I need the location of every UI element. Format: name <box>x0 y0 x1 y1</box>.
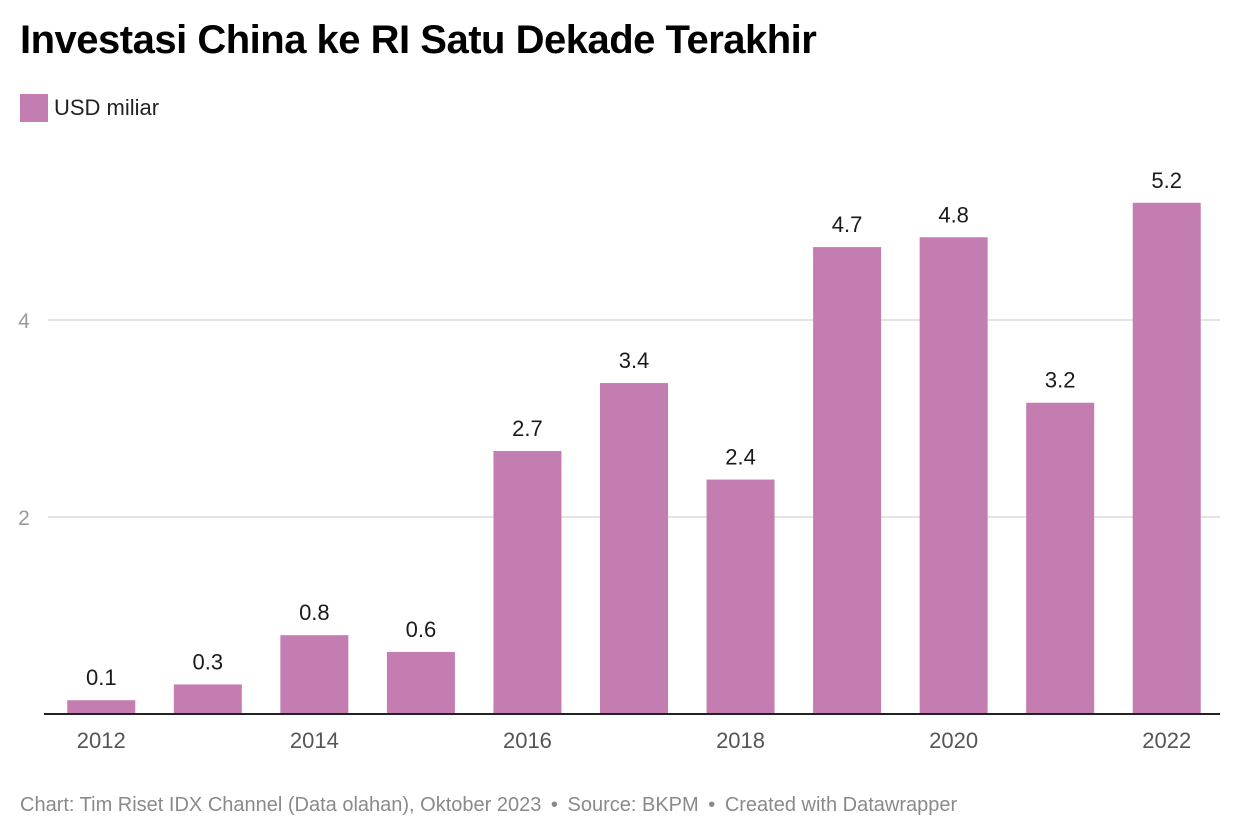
x-tick-label: 2020 <box>929 728 978 753</box>
bar-value-label: 4.8 <box>938 202 969 227</box>
footer-separator: • <box>550 794 558 816</box>
bar-value-label: 2.7 <box>512 416 543 441</box>
x-tick-label: 2022 <box>1142 728 1191 753</box>
legend-label: USD miliar <box>54 95 160 120</box>
bar <box>600 383 668 714</box>
y-tick-label: 2 <box>18 507 30 530</box>
bar-value-label: 0.3 <box>193 649 224 674</box>
legend: USD miliar <box>20 94 159 122</box>
y-tick-label: 4 <box>18 310 30 333</box>
bar-value-label: 4.7 <box>832 212 863 237</box>
footer-credit: Chart: Tim Riset IDX Channel (Data olaha… <box>20 794 542 816</box>
bar-value-label: 0.6 <box>406 617 437 642</box>
bar <box>1026 402 1095 714</box>
bar-value-label: 2.4 <box>725 445 756 470</box>
bar <box>919 237 988 714</box>
bar-value-label: 3.4 <box>619 348 650 373</box>
x-tick-label: 2014 <box>290 728 339 753</box>
x-tick-label: 2012 <box>77 728 126 753</box>
footer-separator: • <box>708 794 716 816</box>
footer-source: Source: BKPM <box>567 794 699 816</box>
footer-tool: Created with Datawrapper <box>724 794 958 816</box>
x-tick-label: 2016 <box>503 728 552 753</box>
bar <box>493 451 562 714</box>
bar <box>173 684 242 714</box>
bar <box>813 247 882 715</box>
bar <box>280 635 349 714</box>
bar-value-label: 3.2 <box>1045 368 1076 393</box>
legend-swatch <box>20 94 48 122</box>
bar <box>706 479 775 714</box>
chart-footer: Chart: Tim Riset IDX Channel (Data olaha… <box>20 794 957 817</box>
bar-value-label: 0.8 <box>299 600 330 625</box>
bar-value-label: 5.2 <box>1151 168 1182 193</box>
bar <box>386 651 455 714</box>
bar-value-label: 0.1 <box>86 665 117 690</box>
bar <box>67 700 136 714</box>
chart-title: Investasi China ke RI Satu Dekade Terakh… <box>20 18 817 62</box>
bar <box>1132 202 1201 714</box>
x-tick-label: 2018 <box>716 728 765 753</box>
